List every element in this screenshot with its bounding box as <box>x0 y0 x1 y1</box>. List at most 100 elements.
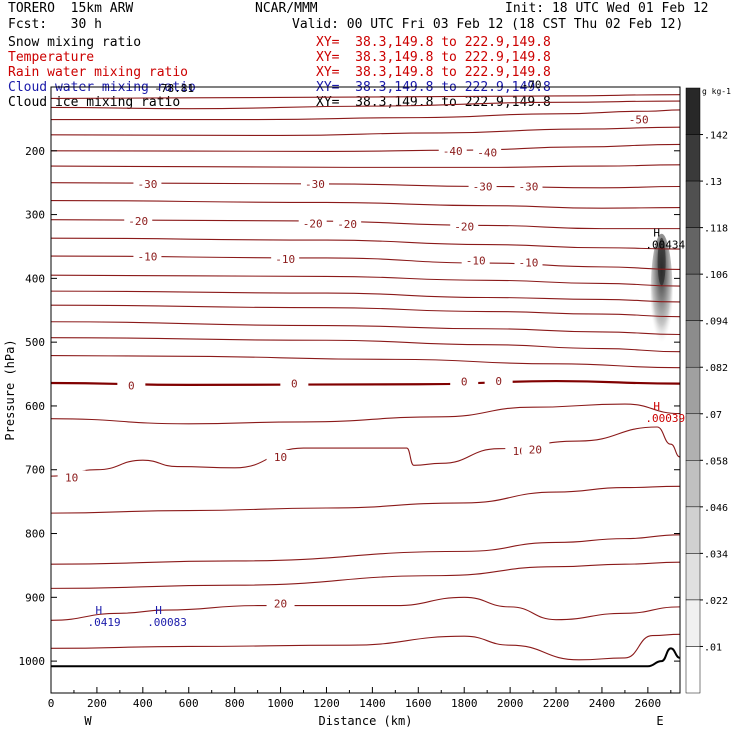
colorbar-swatch <box>685 413 701 461</box>
field-extreme-label: -70 <box>522 78 542 91</box>
temperature-label-bg <box>280 376 309 390</box>
field-name-cloud-water: Cloud water mixing ratio <box>8 80 196 95</box>
forecast-hour: Fcst: 30 h <box>8 17 102 32</box>
field-name-cloud-ice: Cloud ice mixing ratio <box>8 95 181 110</box>
temperature-contour-label: -20 <box>454 221 474 234</box>
x-tick-label: 400 <box>133 697 153 710</box>
maximum-h-marker: H <box>96 604 103 617</box>
temperature-contour <box>51 100 680 110</box>
temperature-contour <box>51 337 680 353</box>
y-tick-label: 500 <box>25 336 45 349</box>
snow-plume-core <box>657 237 666 286</box>
temperature-contour-label: -40 <box>443 145 463 158</box>
temperature-contour <box>51 274 680 287</box>
colorbar-unit-label: g kg-1 <box>702 87 731 96</box>
temperature-label-bg <box>298 216 327 230</box>
temperature-contour <box>51 199 680 209</box>
temperature-contour-label: -20 <box>303 218 323 231</box>
x-tick-label: 1200 <box>313 697 340 710</box>
temperature-label-bg <box>514 179 543 193</box>
temperature-contour <box>51 304 680 318</box>
field-xy-temperature: XY= 38.3,149.8 to 222.9,149.8 <box>316 50 551 65</box>
y-tick-label: 1000 <box>19 655 46 668</box>
colorbar-swatch <box>685 180 701 228</box>
valid-time: Valid: 00 UTC Fri 03 Feb 12 (18 CST Thu … <box>292 17 684 32</box>
colorbar-swatch <box>685 87 701 135</box>
temperature-label-bg <box>117 378 146 392</box>
y-tick-label: 400 <box>25 272 45 285</box>
temperature-label-bg <box>124 213 153 227</box>
x-tick-label: 2000 <box>497 697 524 710</box>
x-tick-label: 200 <box>87 697 107 710</box>
temperature-contour <box>51 485 680 514</box>
x-axis-label: Distance (km) <box>319 714 413 728</box>
temperature-contour-label: -10 <box>275 253 295 266</box>
temperature-label-bg <box>484 374 513 388</box>
temperature-label-bg <box>266 449 295 463</box>
model-title: TORERO 15km ARW <box>8 1 134 16</box>
temperature-contour-label: -20 <box>337 218 357 231</box>
temperature-contour-label: 0 <box>495 375 502 388</box>
temperature-label-bg <box>624 112 653 126</box>
temperature-contour <box>51 126 680 137</box>
temperature-contour <box>51 534 680 565</box>
x-tick-label: 1800 <box>451 697 478 710</box>
temperature-contour <box>51 143 680 152</box>
colorbar-swatch <box>685 320 701 368</box>
colorbar-swatch <box>685 460 701 508</box>
colorbar-swatch <box>685 599 701 647</box>
temperature-contour-label: 0 <box>461 376 468 389</box>
temperature-label-bg <box>473 145 502 159</box>
temperature-contour-label: 0 <box>128 380 135 393</box>
temperature-contour-label: -30 <box>473 181 493 194</box>
temperature-label-bg <box>450 374 479 388</box>
y-tick-label: 700 <box>25 464 45 477</box>
temperature-label-bg <box>521 442 550 456</box>
temperature-contour <box>51 355 680 369</box>
maximum-h-marker: H <box>653 400 660 413</box>
temperature-contour-label: -10 <box>519 256 539 269</box>
colorbar-level-label: .082 <box>704 363 728 374</box>
temperature-contour <box>51 109 680 121</box>
maximum-value-label: .0003995 <box>645 412 698 425</box>
x-tick-label: 0 <box>48 697 55 710</box>
temperature-contour-label: -30 <box>519 181 539 194</box>
east-label: E <box>656 714 663 728</box>
colorbar-swatch <box>685 646 701 694</box>
temperature-contour <box>51 255 680 270</box>
colorbar-swatch <box>685 366 701 415</box>
temperature-contour <box>51 561 680 589</box>
field-xy-rain: XY= 38.3,149.8 to 222.9,149.8 <box>316 65 551 80</box>
temperature-contour <box>51 94 680 100</box>
maximum-value-label: .0419 <box>88 616 121 629</box>
temperature-label-bg <box>300 176 329 190</box>
maximum-value-label: .00083 <box>147 616 187 629</box>
temperature-contour-label: 20 <box>529 443 542 456</box>
y-tick-label: 900 <box>25 591 45 604</box>
temperature-contour-label: -10 <box>137 251 157 264</box>
y-tick-label: 600 <box>25 400 45 413</box>
org-label: NCAR/MMM <box>255 1 318 16</box>
x-tick-label: 1600 <box>405 697 432 710</box>
x-tick-label: 800 <box>225 697 245 710</box>
temperature-contour-label: -30 <box>137 178 157 191</box>
x-tick-label: 1400 <box>359 697 386 710</box>
colorbar-level-label: .01 <box>704 642 722 653</box>
x-tick-label: 2200 <box>543 697 570 710</box>
temperature-contour <box>51 633 680 661</box>
colorbar-swatch <box>685 506 701 554</box>
temperature-label-bg <box>266 596 295 610</box>
temperature-contour-label: 10 <box>274 451 287 464</box>
field-xy-snow: XY= 38.3,149.8 to 222.9,149.8 <box>316 35 551 50</box>
y-tick-label: 800 <box>25 528 45 541</box>
temperature-contour-label: -50 <box>629 114 649 127</box>
x-tick-label: 2600 <box>635 697 662 710</box>
temperature-contour <box>51 596 680 621</box>
temperature-label-bg <box>57 470 86 484</box>
y-tick-label: 300 <box>25 209 45 222</box>
field-name-temperature: Temperature <box>8 50 95 65</box>
x-tick-label: 2400 <box>589 697 616 710</box>
temperature-contour-label: -30 <box>305 178 325 191</box>
colorbar-level-label: .034 <box>704 549 728 560</box>
colorbar-level-label: .142 <box>704 131 728 142</box>
